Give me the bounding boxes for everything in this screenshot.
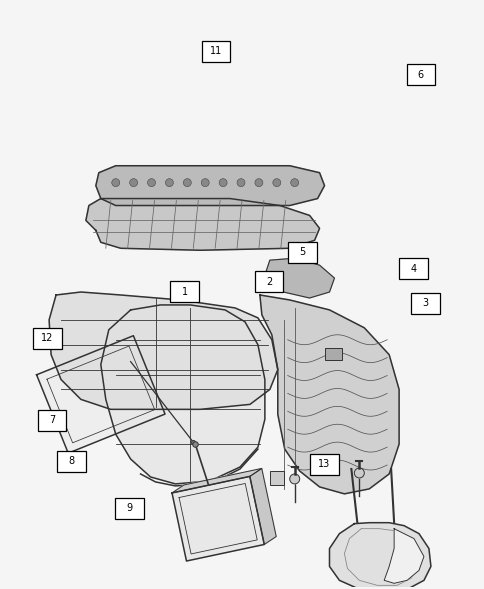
Circle shape: [354, 468, 363, 478]
FancyBboxPatch shape: [398, 259, 427, 279]
Polygon shape: [49, 292, 277, 409]
FancyBboxPatch shape: [57, 451, 86, 472]
Text: 1: 1: [181, 287, 187, 297]
Polygon shape: [36, 336, 165, 453]
Circle shape: [219, 178, 227, 187]
Text: 13: 13: [318, 459, 330, 469]
Polygon shape: [259, 295, 398, 494]
FancyBboxPatch shape: [170, 281, 198, 302]
Circle shape: [183, 178, 191, 187]
Polygon shape: [329, 522, 430, 589]
FancyBboxPatch shape: [406, 64, 435, 85]
Text: 3: 3: [422, 298, 428, 308]
Circle shape: [289, 474, 299, 484]
Bar: [269, 471, 283, 485]
Circle shape: [272, 178, 280, 187]
Circle shape: [237, 178, 244, 187]
Polygon shape: [264, 258, 334, 298]
Text: 4: 4: [410, 264, 416, 274]
Text: 5: 5: [299, 247, 305, 257]
Polygon shape: [96, 166, 324, 206]
FancyBboxPatch shape: [288, 242, 317, 263]
FancyBboxPatch shape: [115, 498, 143, 519]
Polygon shape: [383, 529, 423, 583]
Polygon shape: [86, 198, 319, 250]
Circle shape: [201, 178, 209, 187]
Circle shape: [165, 178, 173, 187]
Text: 2: 2: [265, 277, 272, 287]
Polygon shape: [172, 477, 264, 561]
Text: 11: 11: [210, 47, 222, 57]
Bar: [324, 348, 342, 360]
FancyBboxPatch shape: [410, 293, 439, 314]
Polygon shape: [172, 468, 261, 493]
FancyBboxPatch shape: [33, 328, 61, 349]
Text: 7: 7: [49, 415, 55, 425]
FancyBboxPatch shape: [201, 41, 230, 62]
Text: 12: 12: [41, 333, 53, 343]
Polygon shape: [101, 305, 264, 484]
FancyBboxPatch shape: [309, 454, 338, 475]
Text: 8: 8: [68, 456, 74, 466]
FancyBboxPatch shape: [254, 271, 283, 292]
Circle shape: [255, 178, 262, 187]
Polygon shape: [249, 468, 276, 544]
Text: 6: 6: [417, 70, 423, 80]
Circle shape: [290, 178, 298, 187]
FancyBboxPatch shape: [38, 410, 66, 431]
Circle shape: [147, 178, 155, 187]
Text: 9: 9: [126, 503, 132, 513]
Circle shape: [129, 178, 137, 187]
Circle shape: [111, 178, 120, 187]
